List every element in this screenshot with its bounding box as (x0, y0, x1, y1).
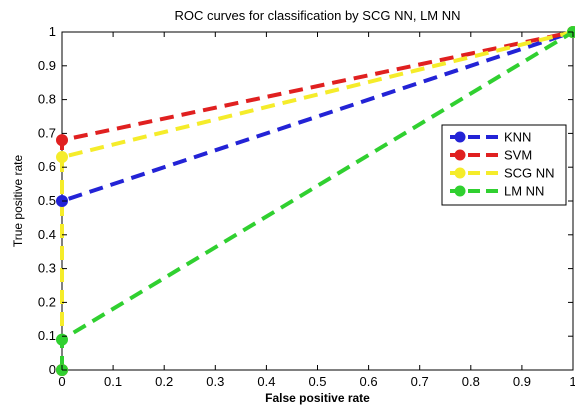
series-point-svm (56, 134, 68, 147)
y-tick-label: 0.3 (38, 261, 56, 276)
y-tick-label: 0.2 (38, 294, 56, 309)
series-group (56, 26, 575, 376)
x-tick-label: 0.7 (411, 374, 429, 389)
x-axis-label: False positive rate (265, 391, 370, 405)
legend: KNN SVM SCG NN LM NN (441, 124, 567, 206)
x-tick-label: 0.2 (155, 374, 173, 389)
y-tick-label: 0.5 (38, 193, 56, 208)
legend-marker-lm-nn (454, 185, 466, 197)
x-tick-label: 0.4 (257, 374, 275, 389)
x-tick-label: 0.5 (308, 374, 326, 389)
y-tick-label: 0.4 (38, 227, 56, 242)
series-point-scg-nn (56, 151, 68, 164)
legend-marker-scg-nn (454, 167, 466, 179)
x-tick-label: 0.3 (206, 374, 224, 389)
x-tick-label: 0 (58, 374, 65, 389)
series-point-lm-nn (56, 333, 68, 346)
y-tick-label: 0 (49, 362, 56, 377)
series-line-scg-nn (60, 30, 574, 370)
y-tick-label: 0.7 (38, 125, 56, 140)
x-tick-label: 0.1 (104, 374, 122, 389)
y-tick-label: 0.1 (38, 328, 56, 343)
y-tick-label: 0.9 (38, 58, 56, 73)
x-tick-label: 1 (569, 374, 575, 389)
chart-title: ROC curves for classification by SCG NN,… (174, 8, 460, 23)
y-tick-label: 0.6 (38, 159, 56, 174)
y-tick-label: 0.8 (38, 92, 56, 107)
legend-marker-svm (454, 149, 466, 161)
x-tick-label: 0.6 (360, 374, 378, 389)
legend-label-svm: SVM (504, 148, 532, 163)
ticks-group: 0 0.1 0.2 0.3 0.4 0.5 0.6 0.7 0.8 0.9 1 0 0.1 0.2 0.3 0… (38, 24, 575, 389)
y-tick-label: 1 (49, 24, 56, 39)
legend-label-lm-nn: LM NN (504, 184, 544, 199)
legend-marker-knn (454, 131, 466, 143)
y-axis-label: True positive rate (11, 155, 25, 248)
legend-label-scg-nn: SCG NN (504, 166, 555, 181)
x-tick-label: 0.8 (462, 374, 480, 389)
legend-label-knn: KNN (504, 130, 531, 145)
x-tick-label: 0.9 (513, 374, 531, 389)
